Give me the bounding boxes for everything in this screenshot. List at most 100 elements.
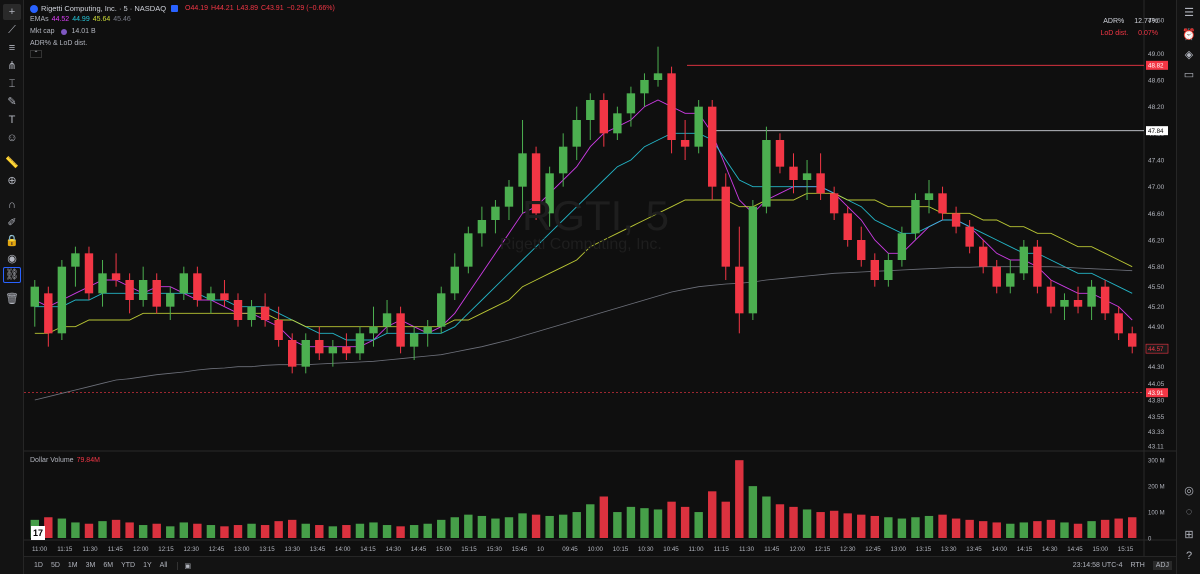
crosshair-icon[interactable]: +: [3, 4, 21, 20]
emas-legend[interactable]: EMAs 44.52 44.99 45.64 45.46: [30, 16, 131, 23]
range-1y-button[interactable]: 1Y: [143, 562, 152, 569]
candle-body: [179, 273, 189, 294]
candle-body: [342, 346, 351, 354]
time-axis-label: 15:15: [1118, 546, 1134, 553]
volume-bar: [857, 514, 866, 538]
volume-bar: [992, 522, 1001, 538]
range-all-button[interactable]: All: [159, 562, 168, 569]
pencil-lock-icon[interactable]: ✐: [7, 216, 17, 229]
volume-bar: [1033, 521, 1042, 538]
emoji-icon[interactable]: ☺: [6, 131, 18, 144]
candle-body: [924, 193, 934, 200]
range-ytd-button[interactable]: YTD: [121, 562, 136, 569]
watchlist-icon[interactable]: ☰: [1184, 6, 1194, 19]
range-1d-button[interactable]: 1D: [34, 562, 43, 569]
link-icon[interactable]: ⛓: [3, 267, 21, 283]
candle-body: [1006, 273, 1015, 287]
volume-bar: [220, 526, 229, 538]
mktcap-legend[interactable]: Mkt cap 14.01 B: [30, 28, 96, 35]
clock-display[interactable]: 23:14:58 UTC-4: [1072, 562, 1123, 569]
ruler-icon[interactable]: 📏: [5, 156, 19, 169]
volume-bar: [938, 514, 947, 538]
price-axis-tick: 46.60: [1148, 211, 1165, 218]
fib-icon[interactable]: ⌶: [8, 77, 16, 90]
magnet-icon[interactable]: ∩: [8, 198, 16, 211]
volume-label: Dollar Volume: [30, 457, 74, 464]
volume-bar: [450, 517, 459, 538]
ema3-value: 45.64: [92, 16, 111, 23]
trend-line-icon[interactable]: ⟋: [8, 23, 16, 36]
layers-icon[interactable]: ◈: [1184, 48, 1194, 61]
volume-bar: [328, 526, 338, 538]
lock-icon[interactable]: 🔒: [5, 234, 19, 247]
eye-icon[interactable]: ◉: [7, 252, 17, 265]
date-range-icon[interactable]: ▣: [177, 561, 191, 570]
time-axis-label: 13:30: [285, 546, 301, 553]
candle-body: [992, 266, 1001, 287]
volume-bar: [870, 515, 879, 538]
trash-icon[interactable]: 🗑: [5, 292, 19, 305]
volume-bar: [884, 517, 893, 538]
volume-bar: [315, 525, 324, 538]
ideas-icon[interactable]: ◎: [1184, 484, 1194, 497]
time-axis-label: 11:45: [108, 546, 124, 553]
price-axis-tick: 48.20: [1148, 104, 1165, 111]
volume-bar: [626, 506, 636, 538]
candle-body: [911, 200, 920, 234]
time-axis-label: 13:45: [966, 546, 982, 553]
range-1m-button[interactable]: 1M: [67, 562, 78, 569]
brush-icon[interactable]: ✎: [7, 95, 17, 108]
candle-body: [694, 106, 703, 147]
price-chart[interactable]: 49.5049.0048.6048.2047.8047.4047.0046.60…: [24, 0, 1176, 556]
candle-body: [125, 280, 134, 300]
range-5d-button[interactable]: 5D: [50, 562, 60, 569]
session-button[interactable]: RTH: [1130, 562, 1145, 569]
adr-legend[interactable]: ADR% & LoD dist.: [30, 40, 87, 47]
price-tag: 48.82: [1148, 63, 1164, 70]
volume-bar: [260, 525, 270, 538]
candle-body: [789, 166, 798, 180]
alert-clock-icon[interactable]: ⏰: [1182, 28, 1196, 41]
adr-value: 12.77%: [1134, 18, 1158, 25]
candle-body: [558, 146, 568, 174]
adj-button[interactable]: ADJ: [1152, 561, 1172, 570]
range-3m-button[interactable]: 3M: [85, 562, 96, 569]
help-icon[interactable]: ?: [1185, 550, 1193, 562]
candle-body: [640, 80, 649, 94]
time-axis-label: 10:30: [638, 546, 654, 553]
volume-bar: [382, 525, 392, 538]
tradingview-logo[interactable]: 17: [31, 526, 45, 540]
volume-axis-tick: 200 M: [1148, 485, 1165, 491]
volume-bar: [491, 518, 500, 538]
volume-legend[interactable]: Dollar Volume 79.84M: [30, 457, 100, 464]
pitchfork-icon[interactable]: ⋔: [7, 59, 17, 72]
candle-body: [206, 293, 216, 300]
volume-bar: [653, 509, 663, 538]
price-axis-tick: 43.33: [1148, 429, 1165, 436]
candle-body: [491, 206, 500, 220]
broadcast-icon[interactable]: ◌: [1185, 506, 1193, 518]
candle-body: [735, 266, 744, 314]
calendar-grid-icon[interactable]: ⊞: [1184, 528, 1194, 541]
time-axis-label: 11:15: [714, 546, 730, 553]
range-6m-button[interactable]: 6M: [103, 562, 114, 569]
ohlc-high: H44.21: [211, 5, 234, 12]
candle-body: [518, 153, 527, 187]
candle-body: [355, 333, 365, 354]
candle-body: [599, 100, 609, 134]
candle-body: [1060, 300, 1069, 307]
candle-body: [1073, 300, 1083, 307]
candle-body: [233, 300, 243, 320]
time-axis-label: 15:30: [487, 546, 503, 553]
chat-icon[interactable]: ▭: [1183, 68, 1195, 81]
horizontal-lines-icon[interactable]: ≡: [8, 41, 16, 54]
candle-body: [708, 106, 717, 187]
collapse-legend-button[interactable]: ⌃: [30, 50, 42, 58]
symbol-title[interactable]: Rigetti Computing, Inc. · 5 · NASDAQ: [41, 4, 167, 13]
candle-body: [857, 240, 866, 260]
text-icon[interactable]: T: [8, 113, 16, 126]
candle-body: [938, 193, 947, 214]
zoom-icon[interactable]: ⊕: [7, 174, 17, 187]
volume-bar: [829, 510, 839, 538]
price-axis-tick: 46.20: [1148, 238, 1165, 245]
